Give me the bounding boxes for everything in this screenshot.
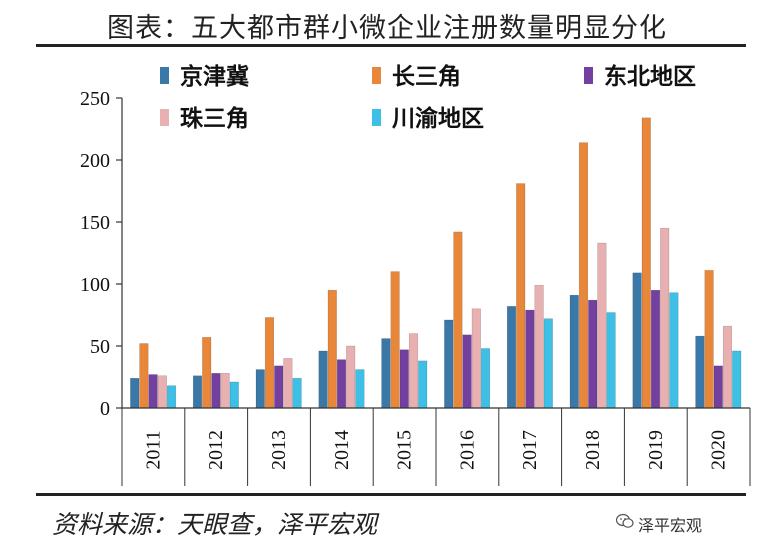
x-tick-label: 2015	[394, 430, 416, 470]
bar	[346, 345, 356, 409]
y-tick-label: 250	[80, 88, 110, 110]
bar	[192, 375, 203, 409]
wechat-icon	[616, 513, 634, 528]
x-tick-label: 2016	[456, 430, 478, 470]
y-tick-label: 200	[80, 150, 110, 172]
bar	[264, 317, 275, 409]
bar	[148, 374, 158, 409]
bar	[506, 306, 517, 409]
legend-label: 京津冀	[180, 63, 249, 90]
bar	[650, 289, 661, 409]
bar	[669, 292, 679, 409]
bar	[713, 365, 723, 409]
legend-swatch	[160, 109, 169, 126]
x-tick-label: 2014	[331, 430, 353, 470]
bar	[606, 312, 616, 409]
bar	[641, 117, 651, 409]
bar	[139, 343, 149, 409]
x-tick-label: 2012	[205, 430, 227, 470]
bar	[534, 284, 544, 409]
bar	[229, 381, 239, 409]
legend-label: 珠三角	[180, 105, 249, 132]
bar	[732, 350, 742, 409]
bar	[274, 365, 284, 409]
bar	[632, 272, 642, 409]
bar	[704, 270, 714, 409]
bar	[336, 359, 347, 409]
x-tick-label: 2018	[582, 430, 604, 470]
bar	[283, 358, 293, 409]
bar	[166, 385, 177, 409]
bar	[130, 377, 140, 409]
chart-title: 图表：五大都市群小微企业注册数量明显分化	[107, 13, 667, 44]
x-tick-label: 2017	[519, 430, 541, 470]
bar	[569, 294, 579, 409]
x-tick-label: 2020	[708, 430, 730, 470]
bar	[418, 360, 428, 409]
bottom-rule	[36, 493, 746, 496]
legend-swatch	[160, 67, 169, 84]
legend-label: 东北地区	[604, 63, 696, 90]
legend-label: 长三角	[392, 63, 461, 90]
bar	[211, 373, 221, 409]
bar	[381, 338, 391, 409]
axes-group: 0 50 100 150 200 250 2011 2012 2013 2014 2015 2016 2…	[80, 88, 751, 486]
legend-label: 川渝地区	[392, 105, 484, 132]
bar	[157, 375, 167, 409]
bar	[462, 334, 472, 409]
bar	[292, 377, 302, 409]
bar	[390, 271, 400, 409]
bars-group	[130, 117, 742, 409]
top-rule	[36, 44, 746, 47]
y-tick-label: 50	[90, 336, 110, 358]
y-tick-label: 100	[80, 274, 110, 296]
bar	[444, 319, 454, 409]
watermark-text: 泽平宏观	[638, 516, 703, 535]
bar	[525, 309, 535, 409]
bar	[543, 318, 553, 409]
bar	[202, 337, 212, 409]
x-tick-label: 2011	[142, 430, 164, 469]
bar	[480, 348, 491, 409]
bar	[660, 227, 670, 409]
bar	[695, 335, 705, 409]
bar	[578, 142, 589, 409]
legend-swatch	[584, 67, 593, 84]
x-tick-label: 2019	[645, 430, 667, 470]
legend-swatch	[372, 109, 381, 126]
bar	[408, 333, 419, 409]
bar	[516, 183, 526, 409]
bar	[318, 350, 328, 409]
bar	[471, 308, 481, 409]
bar	[597, 242, 607, 409]
source-note: 资料来源：天眼查，泽平宏观	[52, 510, 378, 539]
bar	[453, 231, 463, 409]
bar	[255, 369, 265, 409]
x-tick-label: 2013	[268, 430, 290, 470]
bar	[220, 373, 230, 409]
y-tick-label: 0	[100, 398, 110, 420]
bar	[588, 299, 598, 409]
legend-swatch	[372, 67, 381, 84]
bar	[355, 369, 365, 409]
bar	[399, 349, 409, 409]
bar	[722, 325, 733, 409]
y-tick-label: 150	[80, 212, 110, 234]
bar	[327, 289, 337, 409]
